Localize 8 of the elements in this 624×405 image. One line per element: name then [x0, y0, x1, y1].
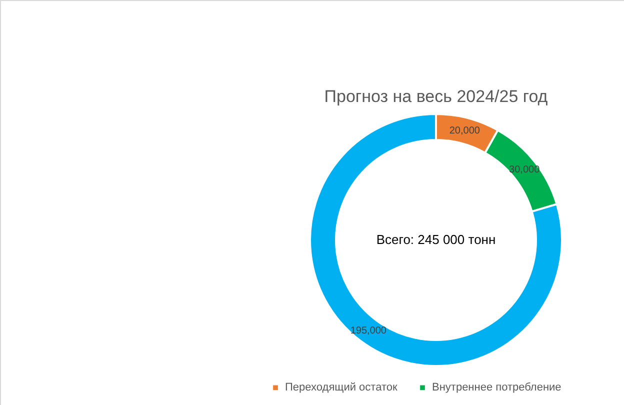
data-label: 20,000 [449, 126, 480, 137]
legend-label: Переходящий остаток [285, 382, 398, 394]
data-label: 30,000 [509, 164, 540, 176]
data-label: 195,000 [350, 326, 387, 337]
legend-label: Внутреннее потребление [432, 382, 562, 394]
text: Всего: 245 000 тонн [376, 232, 496, 247]
donut-slice [309, 113, 563, 367]
chart-title: Прогноз на весь 2024/25 год [324, 87, 548, 106]
